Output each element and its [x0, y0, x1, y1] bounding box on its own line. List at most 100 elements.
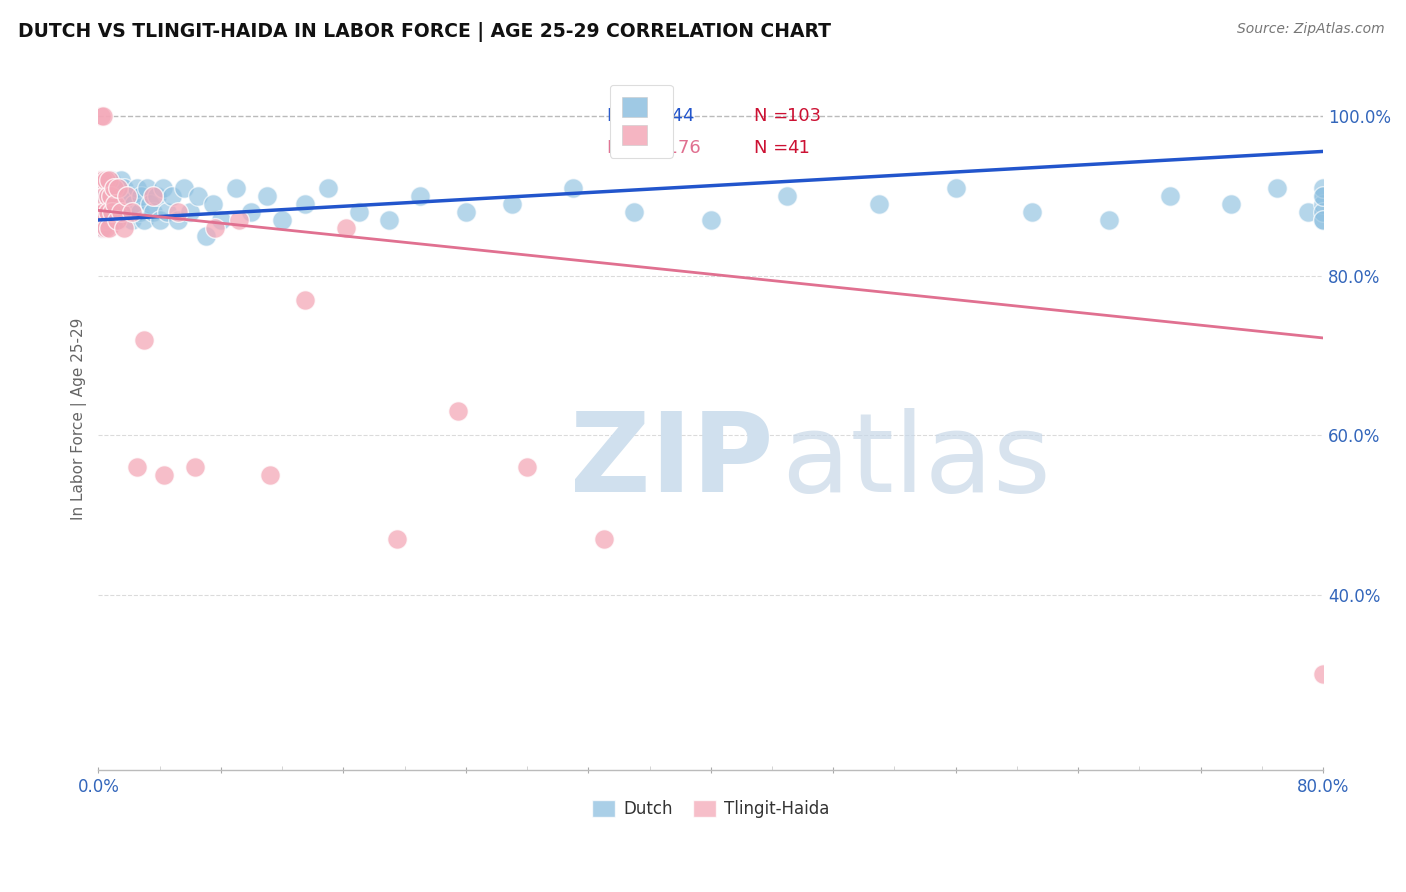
Point: [228, 213, 250, 227]
Text: N =: N =: [754, 107, 793, 125]
Point: [153, 468, 176, 483]
Point: [149, 213, 172, 227]
Point: [93, 189, 115, 203]
Point: [89, 189, 111, 203]
Point: [1312, 213, 1334, 227]
Point: [501, 197, 523, 211]
Point: [1312, 667, 1334, 681]
Point: [194, 228, 217, 243]
Point: [100, 189, 122, 203]
Point: [98, 173, 121, 187]
Point: [104, 213, 127, 227]
Point: [202, 197, 225, 211]
Point: [96, 213, 118, 227]
Point: [134, 213, 156, 227]
Point: [385, 532, 408, 546]
Point: [89, 205, 111, 219]
Point: [90, 221, 112, 235]
Point: [240, 205, 263, 219]
Point: [115, 205, 138, 219]
Point: [1312, 189, 1334, 203]
Point: [204, 221, 226, 235]
Point: [101, 205, 124, 219]
Point: [128, 205, 150, 219]
Text: ZIP: ZIP: [569, 408, 773, 515]
Text: 103: 103: [787, 107, 821, 125]
Point: [105, 181, 128, 195]
Point: [105, 213, 128, 227]
Point: [110, 205, 132, 219]
Point: [93, 205, 115, 219]
Point: [316, 181, 339, 195]
Point: [93, 213, 115, 227]
Y-axis label: In Labor Force | Age 25-29: In Labor Force | Age 25-29: [72, 318, 87, 520]
Point: [93, 181, 115, 195]
Point: [1159, 189, 1181, 203]
Point: [129, 189, 152, 203]
Point: [107, 213, 129, 227]
Point: [91, 205, 114, 219]
Point: [112, 181, 135, 195]
Point: [93, 173, 115, 187]
Point: [271, 213, 294, 227]
Point: [454, 205, 477, 219]
Point: [103, 205, 125, 219]
Point: [94, 221, 117, 235]
Point: [94, 197, 117, 211]
Point: [105, 205, 128, 219]
Point: [868, 197, 890, 211]
Point: [91, 181, 114, 195]
Text: DUTCH VS TLINGIT-HAIDA IN LABOR FORCE | AGE 25-29 CORRELATION CHART: DUTCH VS TLINGIT-HAIDA IN LABOR FORCE | …: [18, 22, 831, 42]
Point: [516, 460, 538, 475]
Point: [125, 181, 148, 195]
Point: [167, 205, 190, 219]
Point: [100, 173, 122, 187]
Point: [90, 205, 112, 219]
Point: [108, 181, 131, 195]
Point: [112, 221, 135, 235]
Point: [94, 205, 117, 219]
Point: [94, 181, 117, 195]
Point: [90, 173, 112, 187]
Point: [1312, 181, 1334, 195]
Point: [347, 205, 370, 219]
Point: [160, 189, 183, 203]
Point: [152, 181, 174, 195]
Point: [118, 205, 141, 219]
Point: [1312, 213, 1334, 227]
Point: [101, 213, 124, 227]
Text: 0.244: 0.244: [644, 107, 695, 125]
Point: [187, 189, 209, 203]
Point: [91, 213, 114, 227]
Point: [107, 181, 129, 195]
Point: [700, 213, 723, 227]
Point: [134, 333, 156, 347]
Point: [1098, 213, 1121, 227]
Point: [89, 205, 111, 219]
Text: 41: 41: [787, 138, 810, 157]
Point: [98, 213, 121, 227]
Point: [256, 189, 278, 203]
Point: [94, 189, 117, 203]
Point: [94, 173, 117, 187]
Point: [776, 189, 799, 203]
Point: [89, 173, 111, 187]
Point: [96, 205, 118, 219]
Text: R =: R =: [606, 107, 645, 125]
Point: [592, 532, 614, 546]
Point: [96, 205, 118, 219]
Point: [294, 197, 316, 211]
Text: atlas: atlas: [569, 408, 1050, 515]
Point: [98, 181, 121, 195]
Point: [108, 205, 131, 219]
Point: [209, 213, 232, 227]
Point: [173, 181, 195, 195]
Point: [945, 181, 967, 195]
Point: [447, 404, 470, 418]
Point: [91, 221, 114, 235]
Text: -0.176: -0.176: [644, 138, 702, 157]
Point: [225, 181, 247, 195]
Point: [184, 460, 207, 475]
Point: [167, 213, 190, 227]
Point: [117, 189, 139, 203]
